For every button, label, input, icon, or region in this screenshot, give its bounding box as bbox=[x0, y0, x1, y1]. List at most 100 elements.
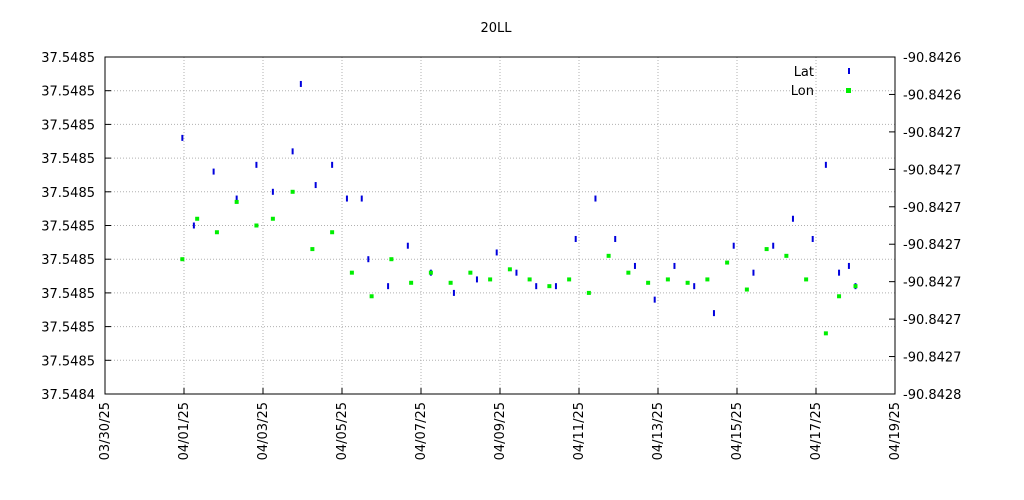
lon-point bbox=[507, 267, 512, 272]
lon-point bbox=[349, 270, 354, 275]
left-tick-label: 37.5485 bbox=[41, 220, 95, 235]
lon-point bbox=[195, 216, 200, 221]
lat-point bbox=[712, 310, 715, 317]
series-lon bbox=[180, 189, 858, 336]
x-tick-label: 04/11/25 bbox=[572, 402, 587, 460]
right-tick-label: -90.8427 bbox=[903, 238, 961, 253]
lat-point bbox=[653, 296, 656, 303]
lon-point bbox=[744, 287, 749, 292]
left-tick-label: 37.5485 bbox=[41, 354, 95, 369]
left-tick-label: 37.5485 bbox=[41, 152, 95, 167]
lon-point bbox=[567, 277, 572, 282]
x-tick-label: 03/30/25 bbox=[98, 402, 113, 460]
lon-point bbox=[547, 284, 552, 289]
lat-point bbox=[235, 195, 238, 202]
right-tick-label: -90.8427 bbox=[903, 201, 961, 216]
lon-point bbox=[488, 277, 493, 282]
lon-point bbox=[853, 284, 858, 289]
x-tick-label: 04/19/25 bbox=[888, 402, 903, 460]
lat-point bbox=[255, 161, 258, 168]
legend-marker-lat bbox=[848, 68, 850, 74]
lon-point bbox=[705, 277, 710, 282]
lat-point bbox=[331, 161, 334, 168]
lat-point bbox=[554, 283, 557, 290]
lon-point bbox=[180, 257, 185, 262]
right-tick-label: -90.8427 bbox=[903, 276, 961, 291]
lat-point bbox=[732, 242, 735, 249]
lat-point bbox=[847, 262, 850, 269]
legend-label-lon: Lon bbox=[791, 84, 814, 99]
left-tick-label: 37.5485 bbox=[41, 118, 95, 133]
lat-point bbox=[475, 276, 478, 283]
x-tick-label: 04/09/25 bbox=[493, 402, 508, 460]
lat-point bbox=[367, 256, 370, 263]
x-tick-label: 04/13/25 bbox=[651, 402, 666, 460]
lon-point bbox=[685, 280, 690, 285]
lat-point bbox=[772, 242, 775, 249]
right-tick-label: -90.8427 bbox=[903, 313, 961, 328]
lon-point bbox=[389, 257, 394, 262]
right-tick-label: -90.8426 bbox=[903, 51, 961, 66]
lat-point bbox=[535, 283, 538, 290]
lat-point bbox=[633, 262, 636, 269]
lat-point bbox=[752, 269, 755, 276]
lat-point bbox=[614, 235, 617, 242]
right-axis: -90.8428 -90.8427 -90.8427 -90.8427 -90.8427… bbox=[889, 51, 961, 403]
left-axis: 37.5484 37.5485 37.5485 37.5485 37.5485 37.54… bbox=[41, 51, 111, 403]
lon-point bbox=[764, 247, 769, 252]
lat-point bbox=[824, 161, 827, 168]
lon-point bbox=[428, 270, 433, 275]
x-tick-label: 04/17/25 bbox=[809, 402, 824, 460]
lon-point bbox=[725, 260, 730, 265]
lon-point bbox=[468, 270, 473, 275]
lat-point bbox=[314, 182, 317, 189]
lon-point bbox=[290, 189, 295, 194]
grid bbox=[105, 57, 895, 394]
lon-point bbox=[234, 199, 239, 204]
lon-point bbox=[646, 280, 651, 285]
lat-point bbox=[594, 195, 597, 202]
x-tick-label: 04/05/25 bbox=[335, 402, 350, 460]
lon-point bbox=[330, 230, 335, 235]
lon-point bbox=[448, 280, 453, 285]
lon-point bbox=[804, 277, 809, 282]
right-tick-label: -90.8426 bbox=[903, 88, 961, 103]
lon-point bbox=[626, 270, 631, 275]
lat-point bbox=[791, 215, 794, 222]
legend-label-lat: Lat bbox=[794, 65, 814, 80]
lat-point bbox=[360, 195, 363, 202]
lon-point bbox=[823, 331, 828, 336]
x-axis: 03/30/25 04/01/25 04/03/25 04/05/25 04/07/25… bbox=[98, 388, 903, 460]
lat-point bbox=[345, 195, 348, 202]
lon-point bbox=[270, 216, 275, 221]
lon-point bbox=[254, 223, 259, 228]
x-tick-label: 04/01/25 bbox=[177, 402, 192, 460]
series-lat bbox=[181, 80, 857, 317]
lat-point bbox=[452, 289, 455, 296]
lat-point bbox=[406, 242, 409, 249]
left-tick-label: 37.5485 bbox=[41, 321, 95, 336]
lon-point bbox=[310, 247, 315, 252]
left-tick-label: 37.5485 bbox=[41, 186, 95, 201]
right-tick-label: -90.8427 bbox=[903, 163, 961, 178]
legend: Lat Lon bbox=[791, 65, 851, 99]
lon-point bbox=[586, 290, 591, 295]
lon-point bbox=[527, 277, 532, 282]
right-tick-label: -90.8427 bbox=[903, 126, 961, 141]
lon-point bbox=[606, 253, 611, 258]
lat-point bbox=[181, 134, 184, 141]
left-tick-label: 37.5485 bbox=[41, 51, 95, 66]
left-tick-label: 37.5484 bbox=[41, 388, 95, 403]
lat-point bbox=[693, 283, 696, 290]
lon-point bbox=[409, 280, 414, 285]
x-tick-label: 04/15/25 bbox=[730, 402, 745, 460]
lon-point bbox=[214, 230, 219, 235]
lat-point bbox=[192, 222, 195, 229]
lat-point bbox=[271, 188, 274, 195]
lon-point bbox=[784, 253, 789, 258]
lat-point bbox=[811, 235, 814, 242]
lat-point bbox=[673, 262, 676, 269]
left-tick-label: 37.5485 bbox=[41, 287, 95, 302]
lon-point bbox=[369, 294, 374, 299]
